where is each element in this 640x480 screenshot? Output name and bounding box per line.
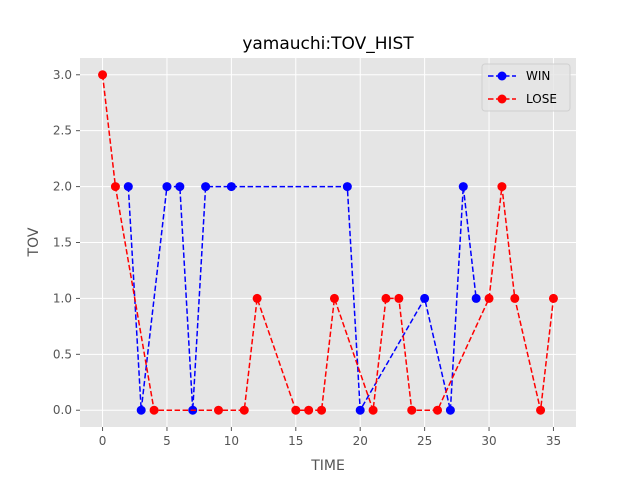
y-tick-label: 1.0 [53, 291, 72, 305]
legend-swatch-marker [497, 94, 507, 104]
y-tick-label: 2.5 [53, 124, 72, 138]
x-tick-label: 20 [353, 434, 368, 448]
y-tick-label: 0.0 [53, 403, 72, 417]
x-tick-label: 10 [224, 434, 239, 448]
y-tick-label: 1.5 [53, 236, 72, 250]
data-point-lose [368, 405, 378, 415]
x-tick-label: 0 [99, 434, 107, 448]
data-point-lose [317, 405, 327, 415]
x-tick-label: 35 [546, 434, 561, 448]
data-point-lose [239, 405, 249, 415]
legend-label: WIN [526, 69, 550, 83]
data-point-win [355, 405, 365, 415]
data-point-lose [497, 182, 507, 192]
series-lose [98, 70, 558, 415]
data-point-lose [381, 293, 391, 303]
data-point-win [420, 293, 430, 303]
data-point-win [123, 182, 133, 192]
y-axis-label: TOV [26, 227, 42, 257]
data-point-win [162, 182, 172, 192]
x-tick-label: 30 [481, 434, 496, 448]
legend-item-win: WIN [488, 69, 550, 83]
data-point-lose [484, 293, 494, 303]
data-point-win [175, 182, 185, 192]
data-point-win [226, 182, 236, 192]
data-point-lose [110, 182, 120, 192]
data-point-lose [291, 405, 301, 415]
data-point-win [201, 182, 211, 192]
data-point-lose [213, 405, 223, 415]
data-point-lose [407, 405, 417, 415]
x-axis-label: TIME [310, 458, 345, 474]
legend-label: LOSE [526, 92, 557, 106]
chart-title: yamauchi:TOV_HIST [242, 34, 414, 54]
data-point-lose [536, 405, 546, 415]
data-point-lose [548, 293, 558, 303]
x-axis-ticks: 0 5 10 15 20 25 30 35 [99, 427, 561, 448]
series-layer [98, 70, 558, 415]
data-point-win [458, 182, 468, 192]
data-point-lose [98, 70, 108, 80]
data-point-win [136, 405, 146, 415]
y-tick-label: 2.0 [53, 180, 72, 194]
data-point-lose [510, 293, 520, 303]
y-tick-label: 0.5 [53, 347, 72, 361]
legend: WIN LOSE [481, 63, 571, 112]
data-point-lose [329, 293, 339, 303]
series-win [123, 182, 481, 415]
y-tick-label: 3.0 [53, 68, 72, 82]
x-tick-label: 5 [163, 434, 171, 448]
data-point-win [342, 182, 352, 192]
legend-item-lose: LOSE [488, 92, 557, 106]
legend-swatch-marker [497, 71, 507, 81]
data-point-lose [304, 405, 314, 415]
x-tick-label: 25 [417, 434, 432, 448]
data-point-lose [433, 405, 443, 415]
data-point-lose [252, 293, 262, 303]
x-tick-label: 15 [288, 434, 303, 448]
y-axis-ticks: 0.0 0.5 1.0 1.5 2.0 2.5 3.0 [53, 68, 80, 417]
data-point-lose [149, 405, 159, 415]
data-point-win [471, 293, 481, 303]
data-point-win [445, 405, 455, 415]
data-point-lose [394, 293, 404, 303]
